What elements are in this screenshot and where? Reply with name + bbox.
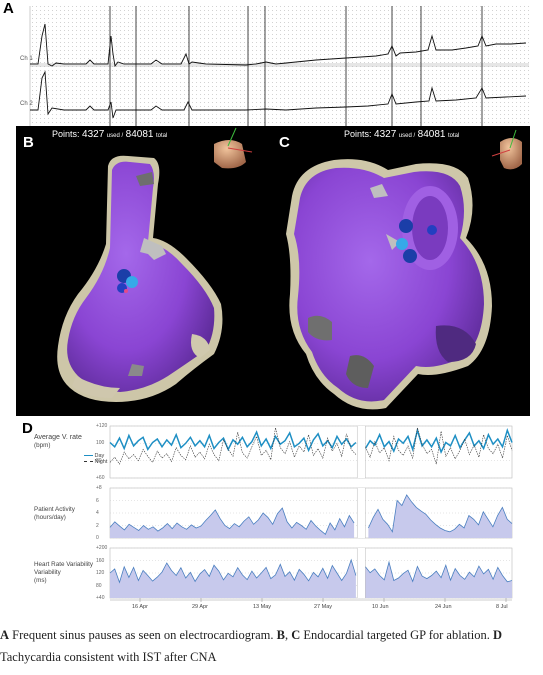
x-tick-label: 27 May [314, 604, 333, 610]
y-tick-label: 4 [96, 510, 99, 516]
map-render [57, 127, 522, 410]
legend-night-swatch [84, 461, 93, 463]
torso-orientation-icon-b [214, 127, 253, 169]
area-line [109, 507, 355, 535]
chart3-title-block: Heart Rate Variability Variability (ms) [34, 561, 93, 585]
figure-caption: A Frequent sinus pauses as seen on elect… [0, 624, 530, 668]
x-tick-label: 16 Apr [132, 604, 148, 610]
panel-c-letter: C [279, 134, 290, 151]
y-tick-label: 120 [96, 570, 105, 576]
x-tick-label: 13 May [253, 604, 272, 610]
y-tick-label: +40 [96, 595, 105, 601]
y-tick-label: +8 [96, 485, 102, 491]
chart2-title-block: Patient Activity (hours/day) [34, 506, 75, 522]
night-series-line [365, 427, 513, 465]
y-tick-label: 2 [96, 522, 99, 529]
caption-d-text: Tachycardia consistent with IST after CN… [0, 650, 217, 664]
caption-a-label: A [0, 628, 10, 642]
caption-a-text: Frequent sinus pauses as seen on electro… [9, 628, 277, 642]
y-tick-label: 80 [96, 582, 102, 589]
panel-b-letter: B [23, 134, 34, 151]
area-fill [368, 494, 512, 538]
chart3-title: Heart Rate Variability [34, 561, 94, 568]
y-tick-label: 160 [96, 557, 105, 564]
ecg-channel2-label: Ch 2 [20, 101, 33, 107]
x-tick-label: 29 Apr [192, 604, 208, 610]
area-line [365, 560, 513, 583]
points-counter-c: Points: 4327 used / 84081 total [344, 129, 459, 140]
legend-day: Day [84, 453, 107, 459]
panel-b-atrium-map [57, 155, 223, 402]
points-prefix-b: Points: [52, 129, 80, 139]
data-gap [357, 488, 366, 538]
chart3-unit: (ms) [34, 577, 47, 584]
chart-frame [109, 547, 513, 599]
area-fill [365, 562, 512, 598]
chart-frame [109, 425, 513, 479]
y-tick-label: 6 [96, 497, 99, 504]
caption-separator: , [285, 628, 292, 642]
x-tick-label: 8 Jul [496, 604, 508, 610]
chart2-title: Patient Activity [34, 506, 75, 513]
chart2-unit: (hours/day) [34, 514, 66, 521]
y-tick-label: +120 [96, 423, 108, 429]
data-gap [357, 548, 366, 598]
ecg-trace-ch1 [30, 23, 527, 68]
area-fill [110, 508, 355, 538]
total-label-c: total [448, 133, 460, 139]
ecg-time-markers [109, 6, 483, 126]
caption-d-label: D [492, 628, 502, 642]
day-series-line [109, 430, 357, 453]
area-line [109, 558, 357, 584]
points-prefix-c: Points: [344, 129, 372, 139]
legend-night: Night [84, 459, 107, 465]
caption-c-label: C [291, 628, 301, 642]
x-tick-label: 10 Jun [372, 604, 389, 610]
map-panel-bc: B C Points: 4327 used / 84081 total Poin… [16, 126, 530, 416]
total-label-b: total [156, 133, 168, 139]
points-counter-b: Points: 4327 used / 84081 total [52, 129, 167, 140]
used-label-b: used / [106, 133, 124, 139]
night-series-line [109, 427, 357, 465]
y-tick-label: +200 [96, 545, 108, 551]
area-line [368, 494, 513, 533]
ecg-trace-ch2 [30, 70, 527, 119]
points-used-c: 4327 [374, 129, 397, 140]
panel-d-letter: D [22, 420, 33, 437]
area-fill [110, 559, 356, 598]
ecg-channel1-label: Ch 1 [20, 56, 33, 62]
chart3-title-line2: Variability [34, 569, 61, 576]
chart1-title-block: Average V. rate (bpm) [34, 434, 82, 450]
ecg-strip [29, 6, 529, 126]
chart-frame [109, 487, 513, 539]
torso-orientation-icon-c [491, 129, 522, 170]
caption-bc-text: Endocardial targeted GP for ablation. [300, 628, 493, 642]
day-series-line [364, 427, 513, 454]
y-tick-label: 100 [96, 440, 105, 447]
x-tick-label: 24 Jun [435, 604, 452, 610]
chart1-unit: (bpm) [34, 442, 51, 449]
chart1-title: Average V. rate [34, 434, 82, 441]
panel-c-atrium-map [286, 159, 492, 410]
panel-a-letter: A [3, 0, 14, 17]
data-gap [357, 426, 366, 478]
legend-day-label: Day [94, 453, 105, 459]
y-tick-label: 80 [96, 457, 102, 464]
chart1-legend: Day Night [84, 453, 107, 465]
y-tick-label: 0 [96, 535, 99, 541]
caption-b-label: B [276, 628, 286, 642]
points-total-b: 84081 [125, 129, 154, 140]
legend-day-swatch [84, 455, 93, 457]
points-used-b: 4327 [82, 129, 105, 140]
points-total-c: 84081 [417, 129, 446, 140]
legend-night-label: Night [94, 459, 108, 465]
used-label-c: used / [398, 133, 416, 139]
y-tick-label: +60 [96, 475, 105, 481]
